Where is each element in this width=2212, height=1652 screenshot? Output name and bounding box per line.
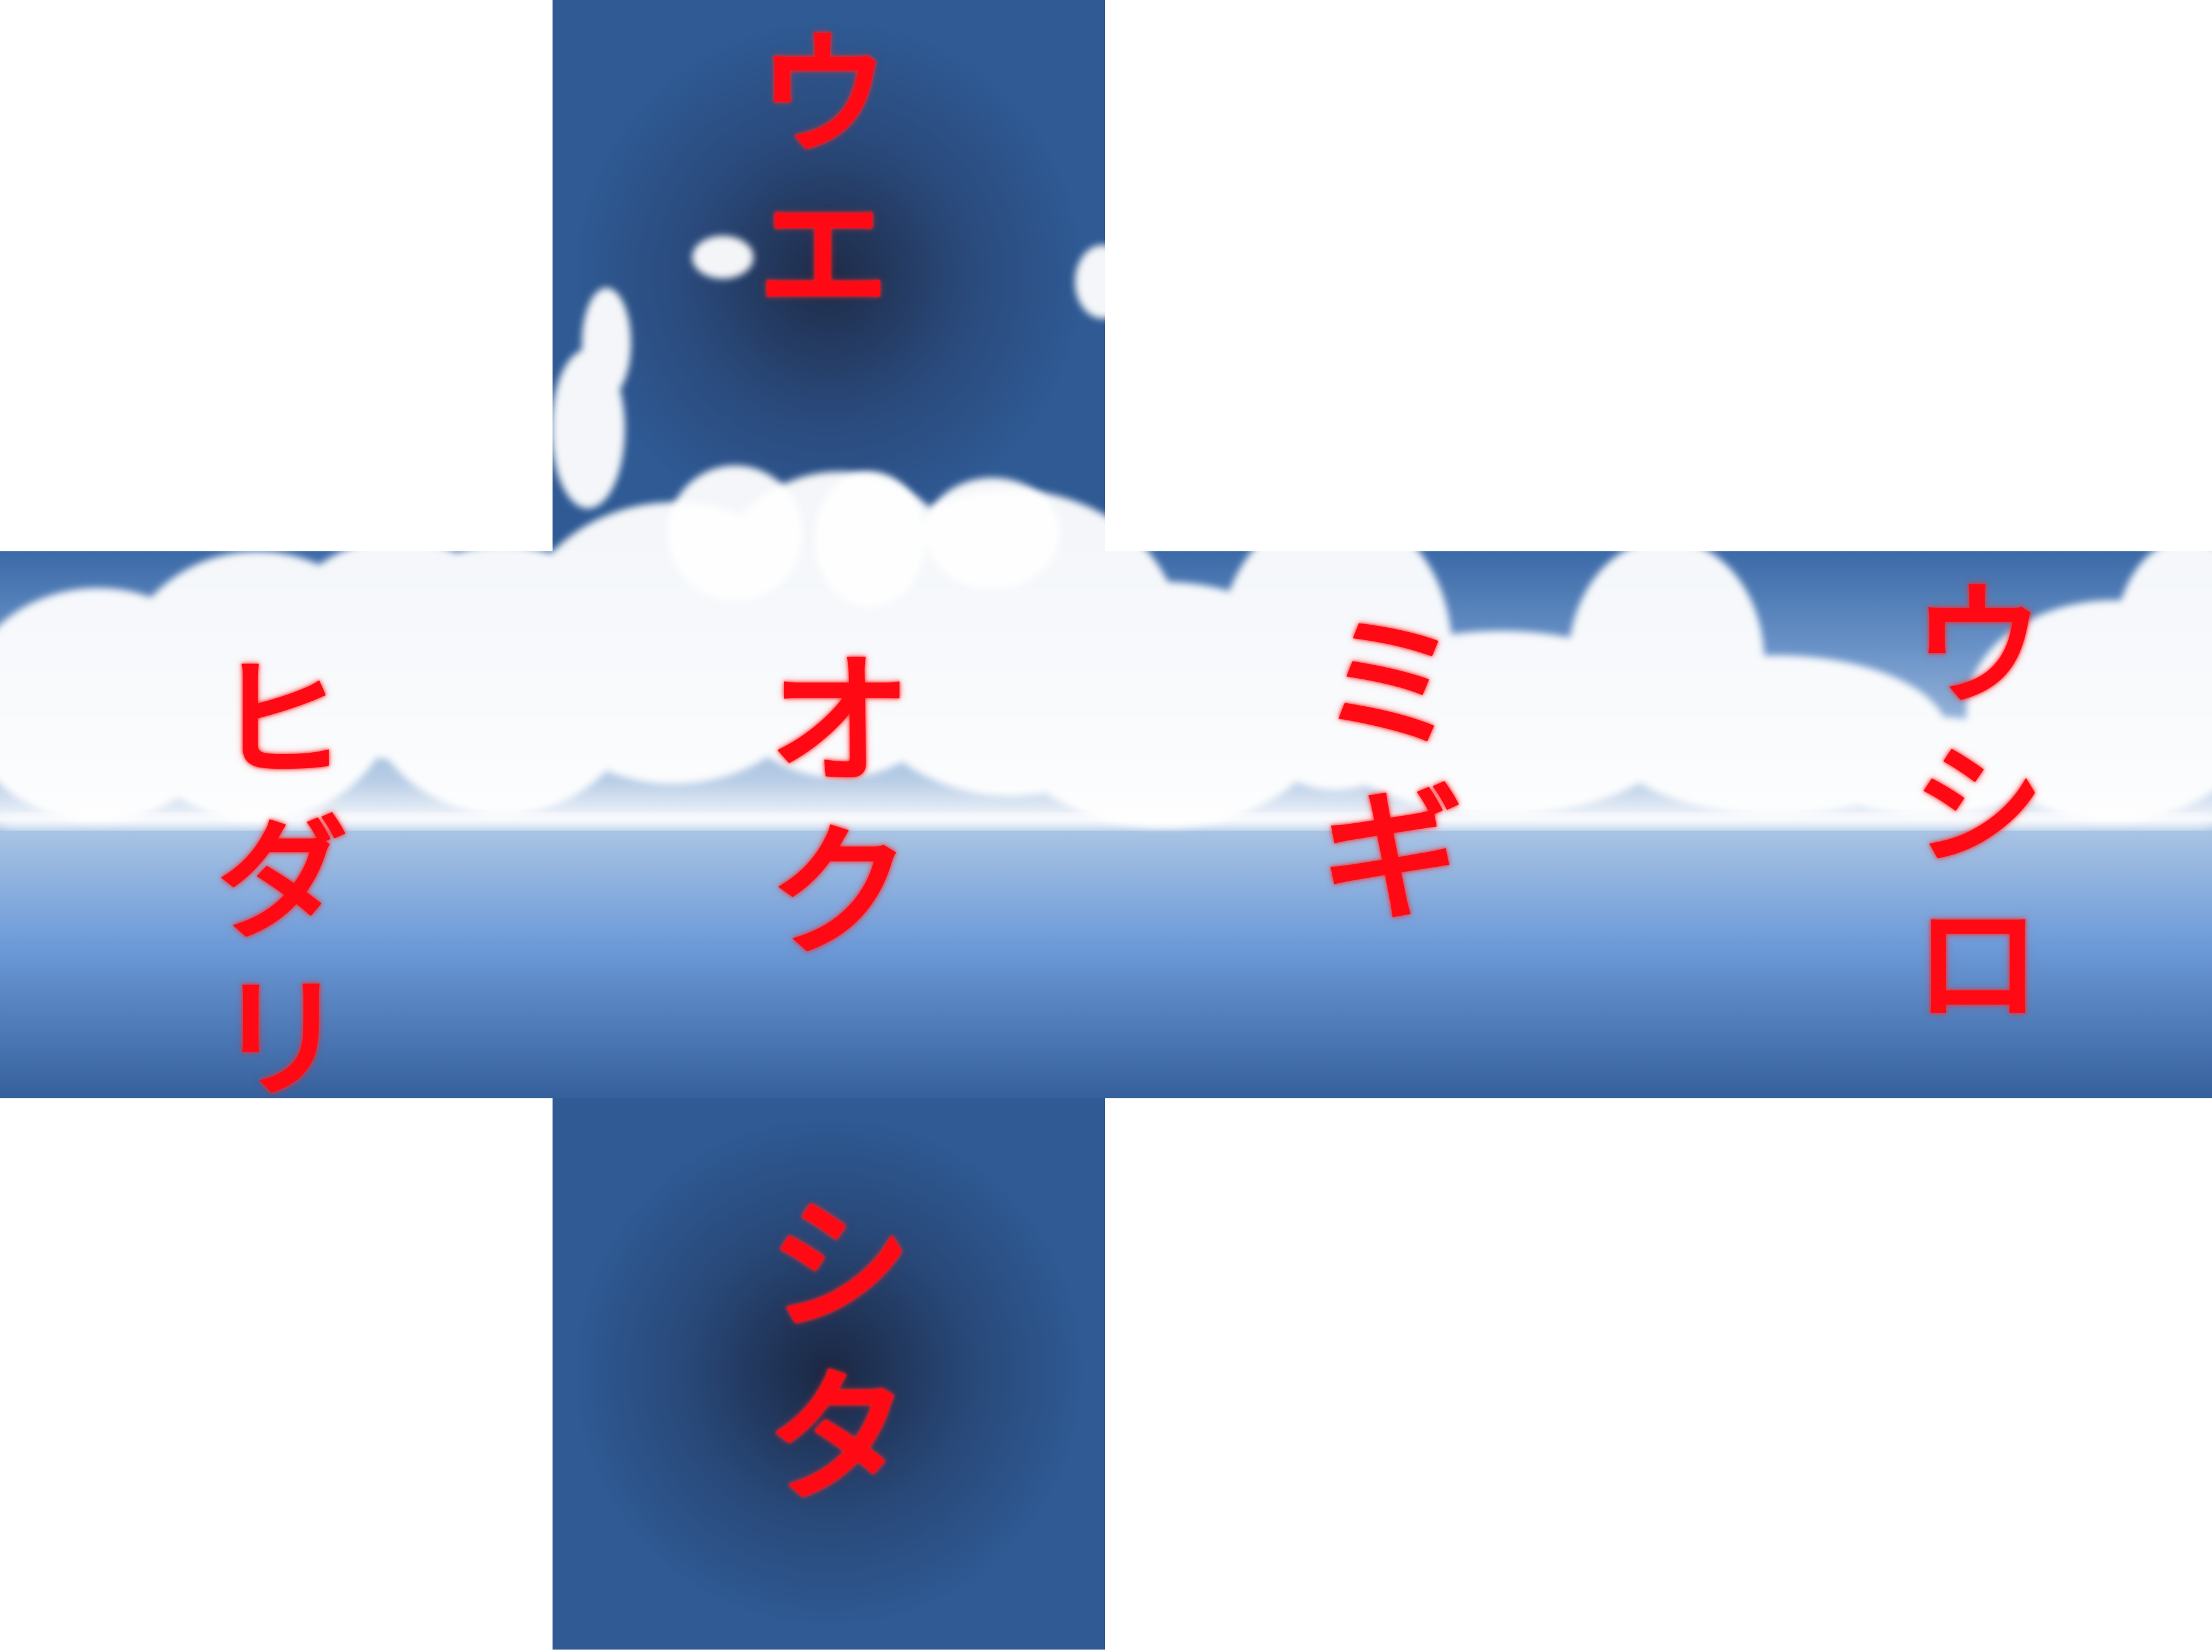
- label-bottom: シタ: [741, 1188, 913, 1531]
- clouds-upper: [551, 236, 1130, 606]
- label-left: ヒダリ: [191, 649, 348, 1127]
- label-back: ウシロ: [1888, 576, 2045, 1054]
- label-front: オク: [741, 643, 913, 986]
- bottom-face-dark-center: [572, 1115, 1086, 1629]
- horizon-line: [0, 815, 2212, 828]
- label-right: ミギ: [1293, 606, 1464, 949]
- label-top: ウエ: [733, 25, 890, 343]
- top-face-dark-center: [572, 18, 1086, 533]
- clouds: [0, 472, 2212, 827]
